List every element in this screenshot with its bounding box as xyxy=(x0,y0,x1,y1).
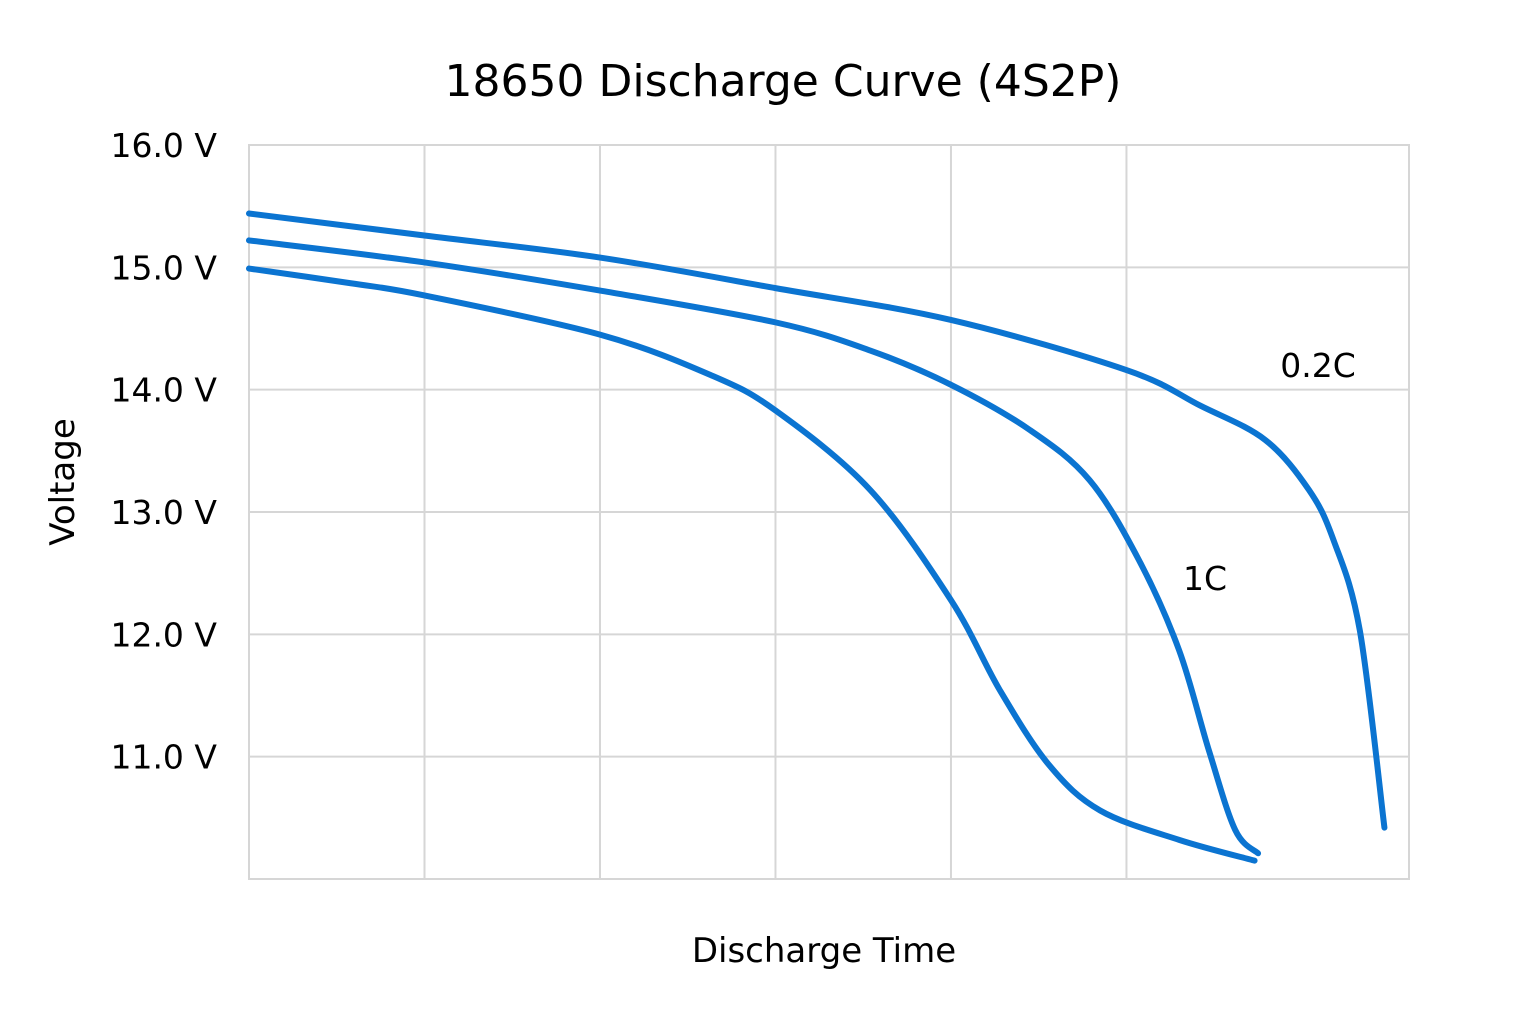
y-tick-label: 11.0 V xyxy=(110,738,217,777)
y-tick-label: 13.0 V xyxy=(110,493,217,532)
y-tick-label: 12.0 V xyxy=(110,615,217,654)
series-label-0.2c: 0.2C xyxy=(1280,346,1356,385)
series-line-02c xyxy=(246,210,1388,831)
y-axis-label: Voltage xyxy=(43,418,83,546)
chart-title: 18650 Discharge Curve (4S2P) xyxy=(445,56,1122,107)
series-line-unlabeled xyxy=(246,265,1258,864)
series-line-1c xyxy=(246,237,1262,857)
series-lines xyxy=(246,210,1388,864)
x-axis-label: Discharge Time xyxy=(692,931,956,971)
series-label-1c: 1C xyxy=(1183,559,1227,598)
y-tick-label: 16.0 V xyxy=(110,126,217,165)
plot-frame xyxy=(248,144,1410,880)
y-tick-label: 14.0 V xyxy=(110,371,217,410)
y-tick-labels: 16.0 V 15.0 V 14.0 V 13.0 V 12.0 V 11.0 V xyxy=(110,126,217,777)
grid xyxy=(248,144,1409,879)
y-tick-label: 15.0 V xyxy=(110,248,217,287)
